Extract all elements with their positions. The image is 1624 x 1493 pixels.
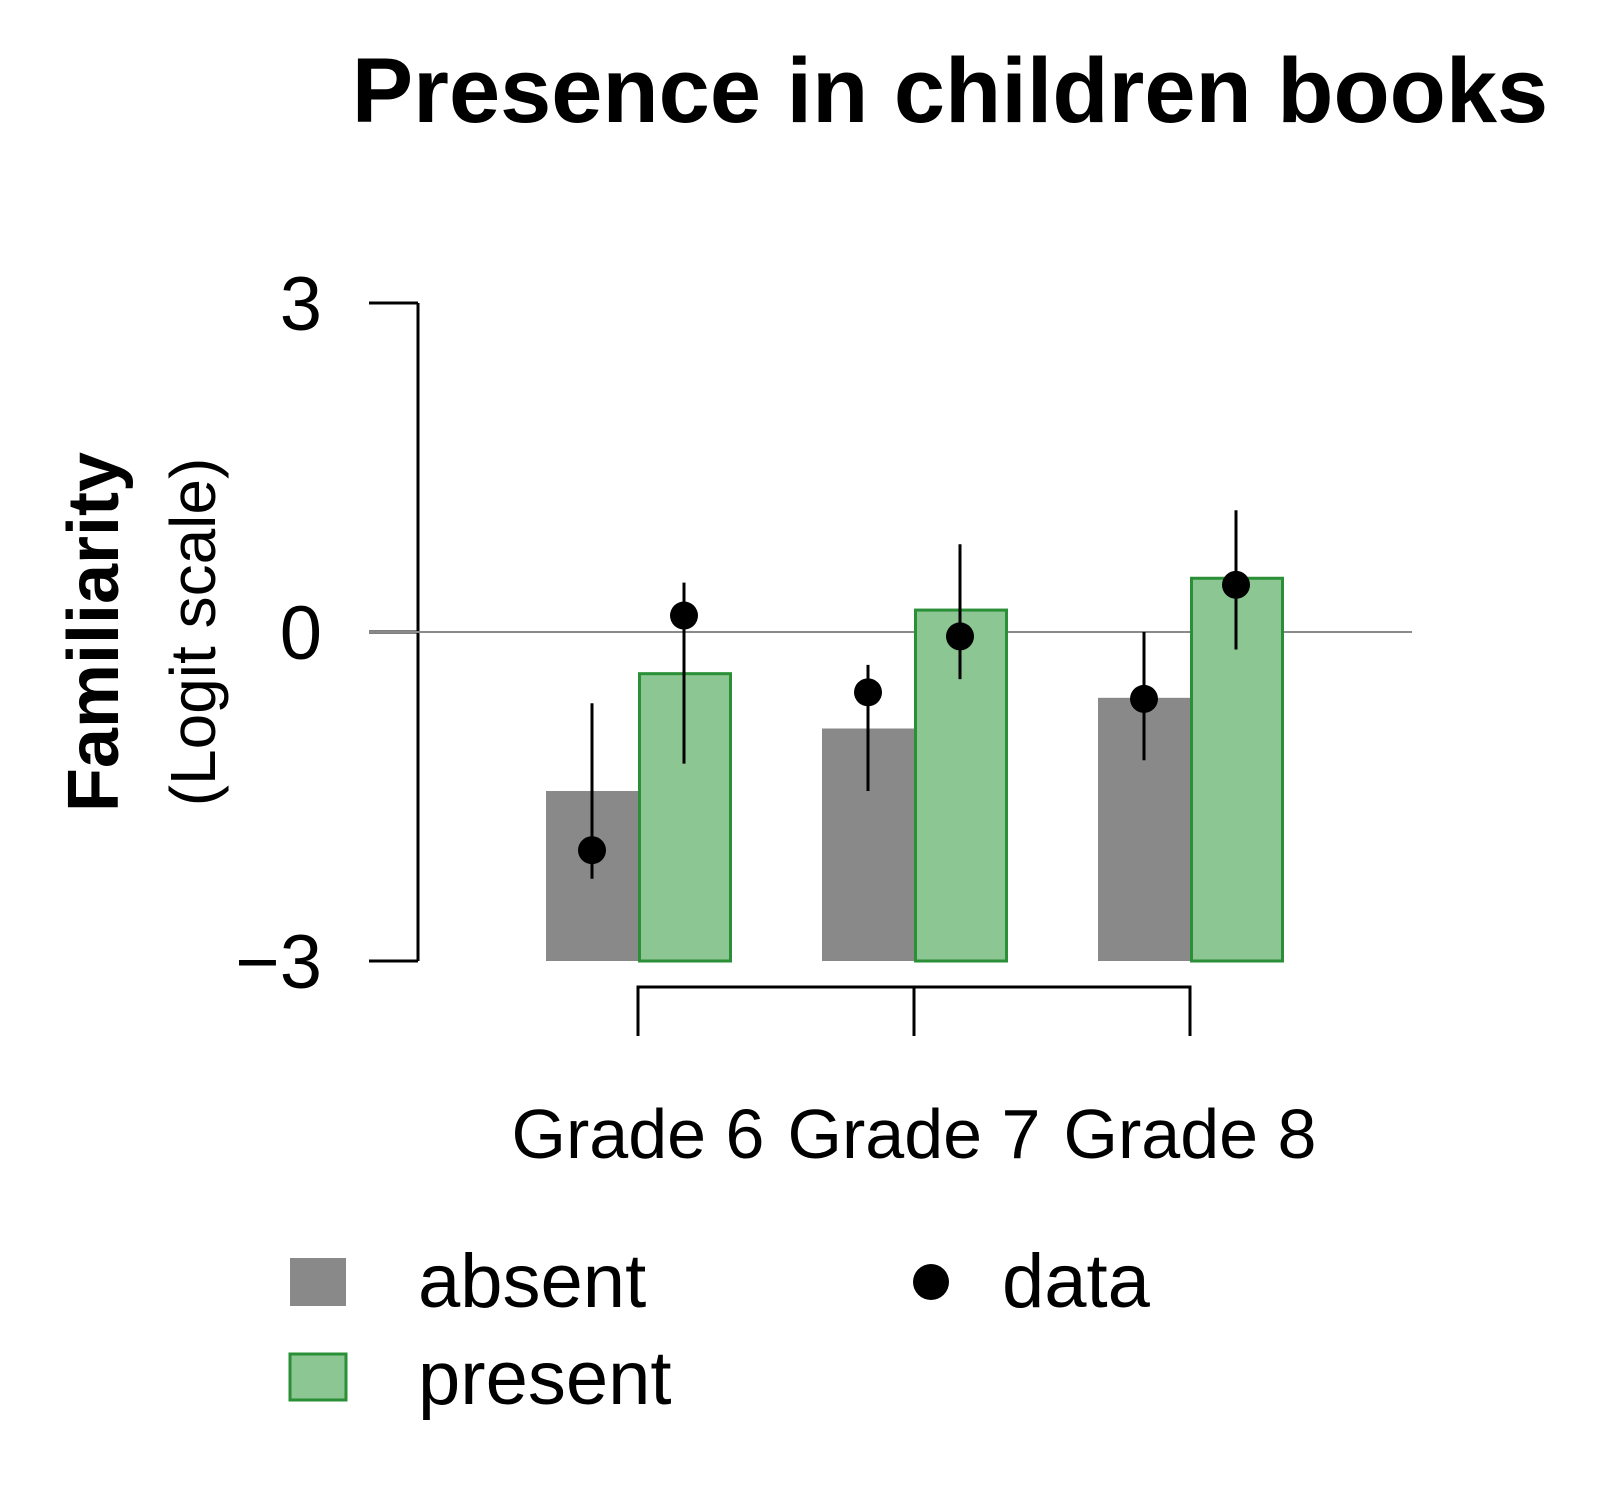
y-axis-sublabel: (Logit scale) [157,458,229,807]
data-point-present-7 [946,622,974,651]
data-point-absent-8 [1130,684,1158,713]
y-tick-label-0: −3 [235,920,322,1005]
legend: absent present data [288,1239,1151,1421]
data-point-present-6 [670,601,698,630]
y-tick-label-1: 0 [280,591,322,676]
y-tick-label-2: 3 [280,262,322,347]
data-point-absent-6 [578,836,606,865]
data-point-present-8 [1222,570,1250,599]
legend-marker-data [913,1264,949,1300]
legend-label-data: data [1002,1239,1151,1324]
y-axis-label: Familiarity [54,452,134,812]
x-tick-label-7: Grade 7 [788,1095,1041,1173]
data-point-absent-7 [854,678,882,707]
x-tick-label-6: Grade 6 [512,1095,765,1173]
legend-swatch-absent [290,1258,346,1306]
plot-area: −3 0 3 Grade 6 Grade 7 Grade 8 [235,262,1412,1173]
x-tick-label-8: Grade 8 [1064,1095,1317,1173]
legend-label-present: present [418,1336,672,1421]
legend-swatch-present [288,1352,348,1402]
chart-title: Presence in children books [352,40,1548,142]
legend-label-absent: absent [418,1239,646,1324]
